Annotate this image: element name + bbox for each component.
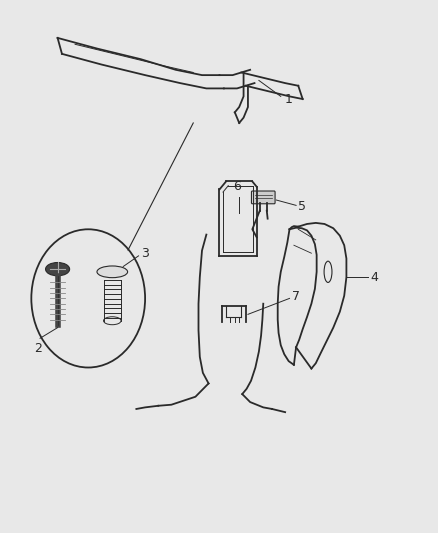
Text: 3: 3 bbox=[141, 247, 148, 260]
Text: 6: 6 bbox=[233, 180, 240, 193]
Text: 1: 1 bbox=[285, 93, 292, 106]
Ellipse shape bbox=[46, 263, 70, 276]
Ellipse shape bbox=[97, 266, 127, 278]
Text: 5: 5 bbox=[297, 200, 306, 213]
Ellipse shape bbox=[323, 261, 331, 282]
FancyBboxPatch shape bbox=[251, 191, 275, 204]
Text: 2: 2 bbox=[34, 342, 42, 355]
Ellipse shape bbox=[103, 317, 121, 325]
Text: 7: 7 bbox=[291, 290, 299, 303]
Text: 4: 4 bbox=[370, 271, 378, 284]
